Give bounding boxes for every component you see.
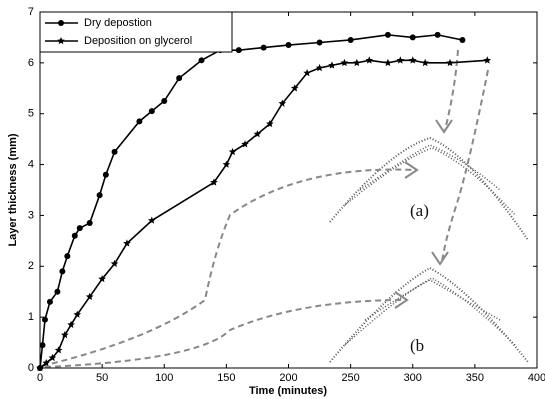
y-tick-label: 7 [28,6,34,18]
data-point [47,299,53,305]
data-point [484,56,492,63]
data-point [410,34,416,40]
y-tick-label: 0 [28,362,34,374]
data-point [161,98,167,104]
data-point [199,57,205,63]
data-point [384,59,392,66]
data-point [348,37,354,43]
data-point [446,59,454,66]
legend-marker [58,20,64,26]
y-tick-label: 6 [28,57,34,69]
data-point [112,149,118,155]
x-tick-label: 50 [96,372,108,384]
x-tick-label: 350 [466,372,484,384]
x-tick-label: 400 [528,372,545,384]
data-point [353,59,361,66]
data-point [317,40,323,46]
chart: Time (minutes) Layer thickness (mm) (a) … [0,0,545,399]
data-point [229,148,237,155]
data-point [54,289,60,295]
data-point [435,32,441,38]
plot-frame [40,12,537,368]
x-tick-label: 200 [279,372,297,384]
legend: Dry depostion Deposition on glycerol [40,12,232,52]
legend-label: Deposition on glycerol [84,35,192,47]
annotation: (a) [410,201,429,220]
y-tick-label: 5 [28,108,34,120]
data-point [316,64,324,71]
data-point [87,220,93,226]
data-point [149,108,155,114]
y-tick-label: 3 [28,209,34,221]
data-point [223,161,231,168]
data-point [64,253,70,259]
legend-label: Dry depostion [84,17,152,29]
data-point [409,56,417,63]
data-point [421,59,429,66]
annotation: (b [410,336,424,355]
data-point [39,342,45,348]
x-tick-label: 250 [341,372,359,384]
y-tick-label: 4 [28,158,34,170]
data-point [286,42,292,48]
y-tick-label: 2 [28,260,34,272]
data-point [176,75,182,81]
data-point [136,118,142,124]
x-tick-label: 300 [404,372,422,384]
data-point [97,192,103,198]
data-point [366,56,374,63]
data-point [103,172,109,178]
x-tick-label: 100 [155,372,173,384]
x-tick-label: 150 [217,372,235,384]
y-tick-label: 1 [28,311,34,323]
x-tick-label: 0 [37,372,43,384]
data-point [397,56,405,63]
data-point [42,317,48,323]
x-axis-label: Time (minutes) [249,385,327,397]
data-point [72,233,78,239]
data-point [59,268,65,274]
data-point [77,225,83,231]
data-point [261,45,267,51]
data-point [459,37,465,43]
data-point [385,32,391,38]
data-point [328,61,336,68]
data-point [236,47,242,53]
y-axis-label: Layer thickness (mm) [7,133,19,246]
data-point [341,59,349,66]
